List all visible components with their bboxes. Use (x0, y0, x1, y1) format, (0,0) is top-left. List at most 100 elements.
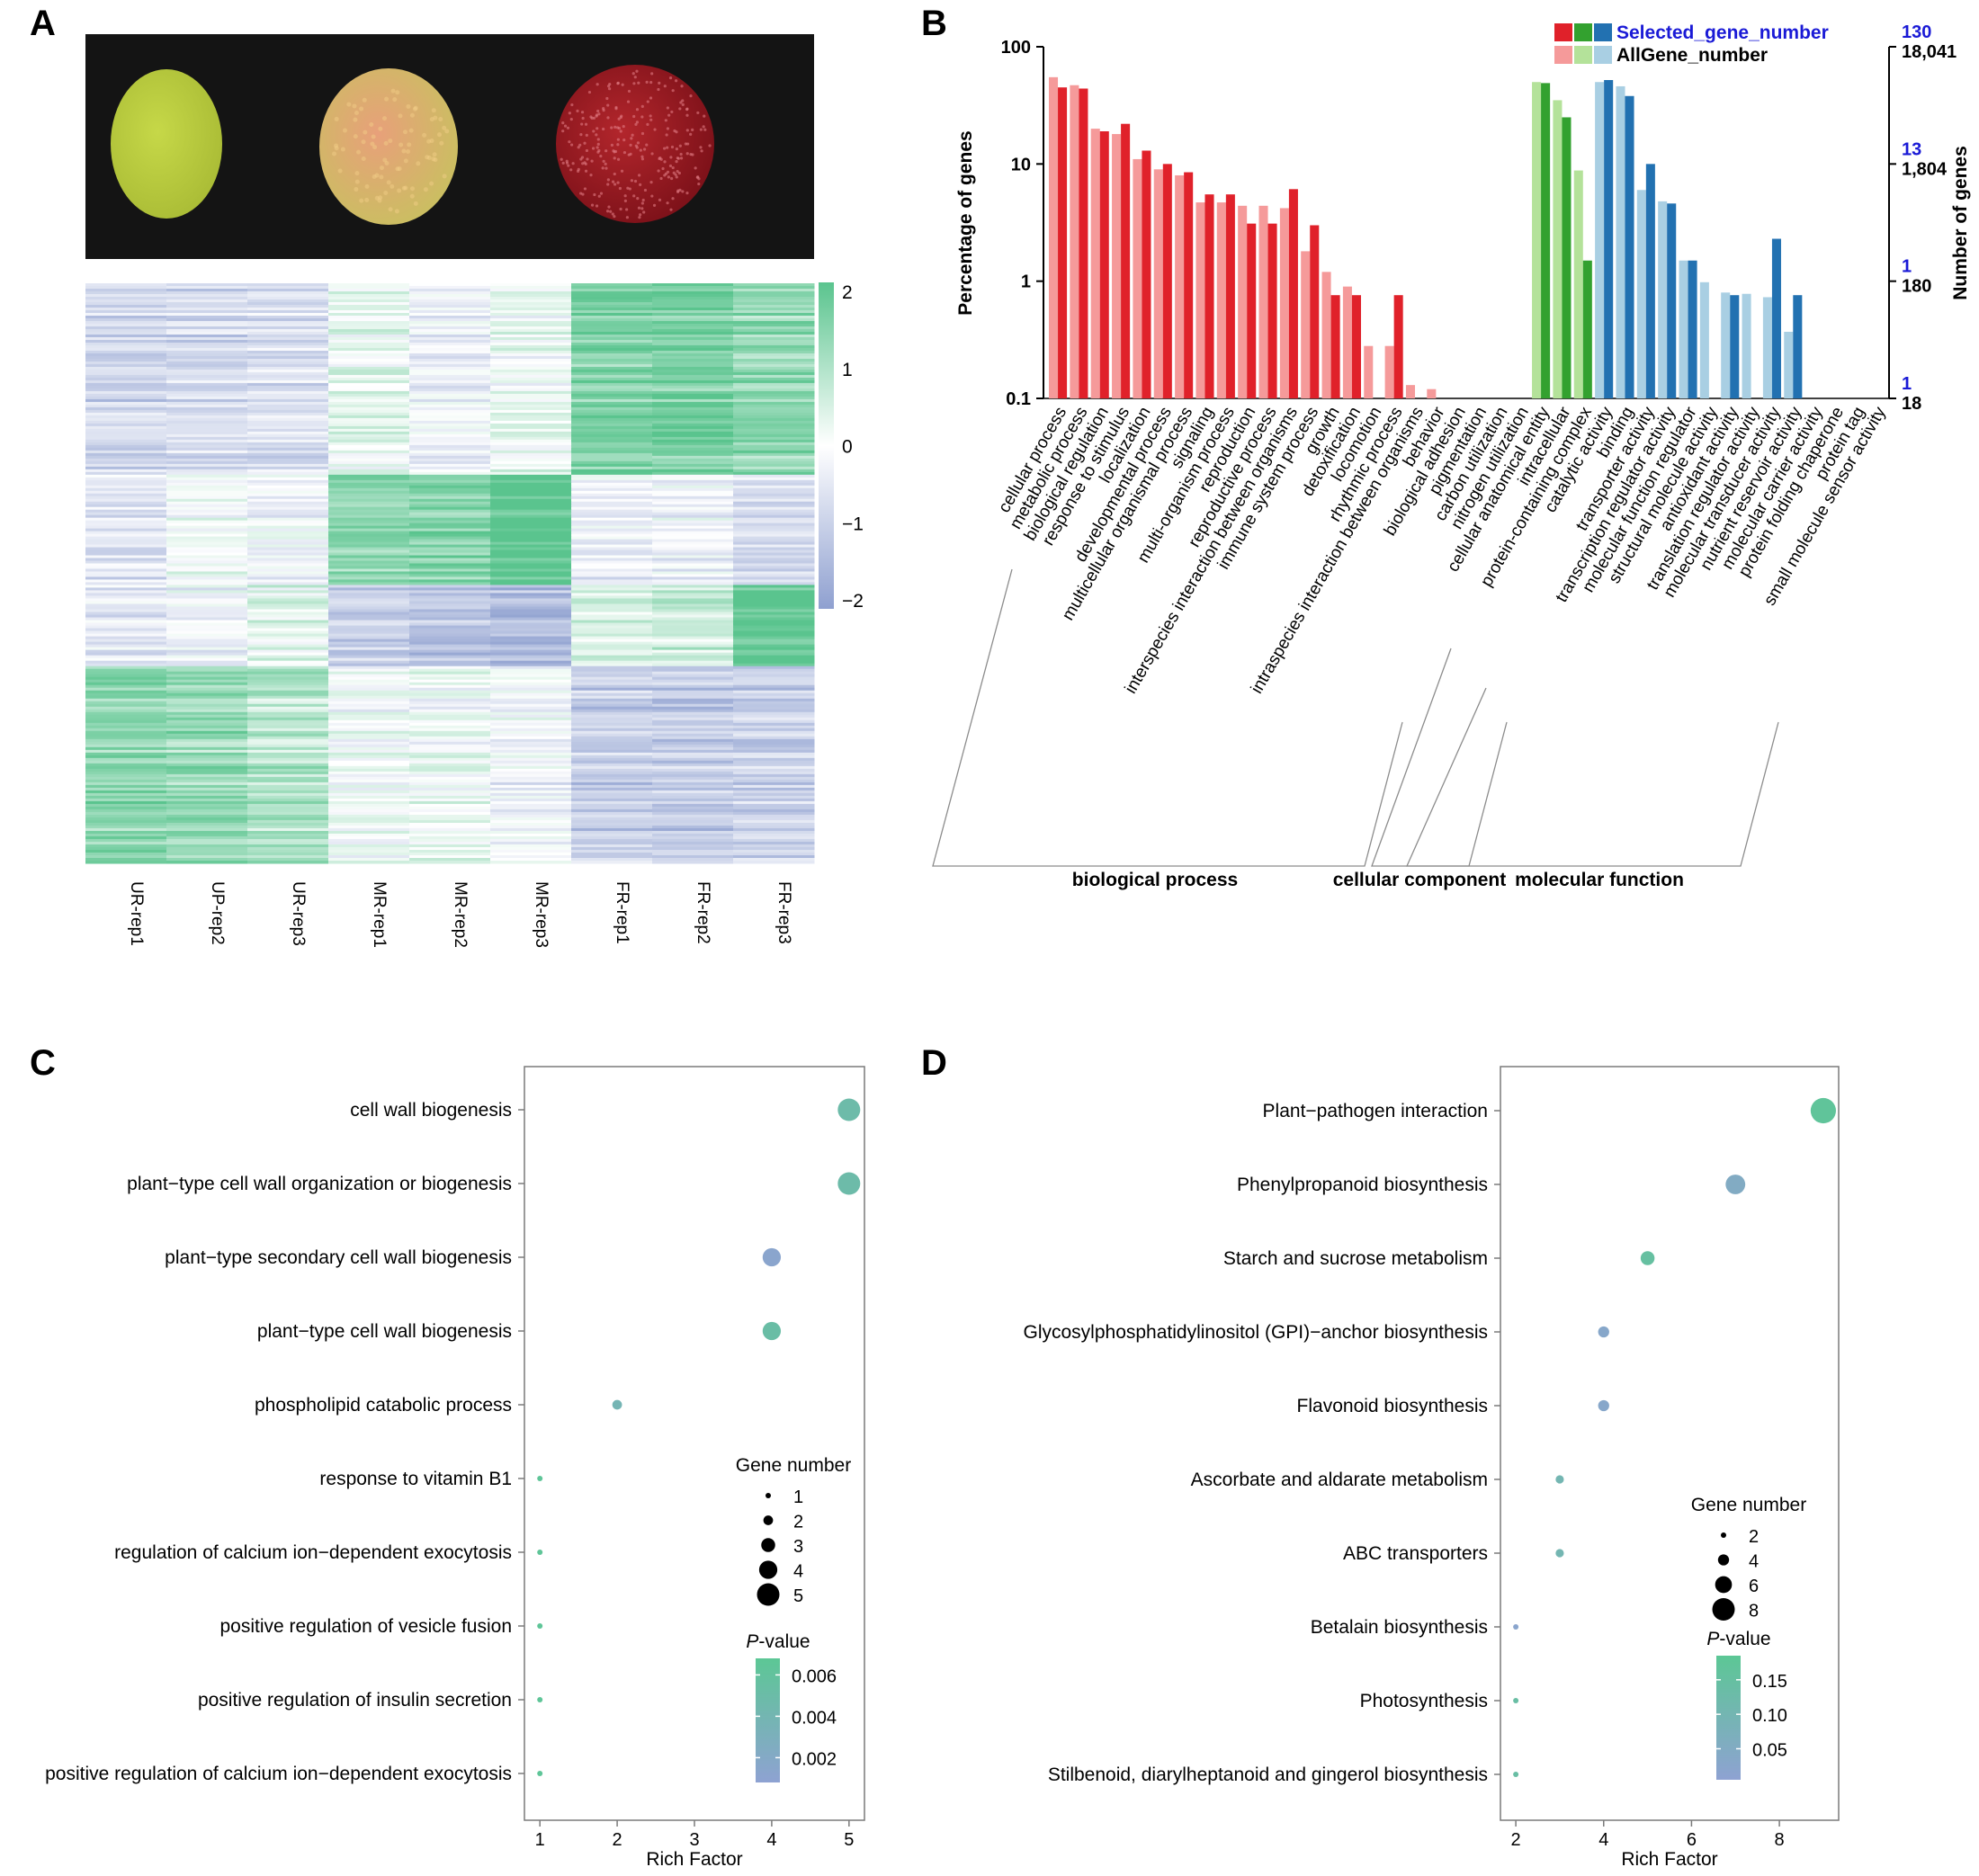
heatmap-cell (409, 773, 491, 778)
heatmap-cell (490, 374, 572, 379)
heatmap-cell (490, 590, 572, 594)
heatmap-cell (85, 852, 167, 856)
heatmap-cell (328, 585, 410, 588)
heatmap-cell (247, 795, 329, 800)
fruit-texture-dot (374, 195, 380, 201)
heatmap-cell (409, 361, 491, 365)
heatmap-cell (247, 517, 329, 522)
heatmap-cell (328, 620, 410, 624)
heatmap-cell (409, 757, 491, 762)
heatmap-cell (409, 835, 491, 840)
heatmap-cell (328, 423, 410, 427)
heatmap-cell (328, 463, 410, 468)
heatmap-cell (733, 679, 815, 683)
heatmap-cell (409, 755, 491, 759)
heatmap-cell (490, 819, 572, 824)
heatmap-cell (571, 436, 653, 441)
heatmap-cell (166, 374, 248, 379)
heatmap-cell (490, 496, 572, 500)
term-label: Flavonoid biosynthesis (1297, 1396, 1488, 1416)
fruit-texture-dot (628, 187, 631, 191)
heatmap-cell (490, 420, 572, 424)
heatmap-cell (571, 369, 653, 373)
heatmap-cell (571, 571, 653, 575)
heatmap-cell (166, 692, 248, 697)
heatmap-cell (571, 625, 653, 630)
heatmap-cell (652, 317, 734, 322)
heatmap-cell (733, 469, 815, 473)
heatmap-cell (409, 498, 491, 503)
heatmap-cell (652, 485, 734, 489)
heatmap-cell (85, 442, 167, 446)
heatmap-cell (571, 652, 653, 657)
heatmap-cell (328, 625, 410, 630)
heatmap-cell (571, 498, 653, 503)
heatmap-cell (409, 344, 491, 349)
heatmap-cell (733, 382, 815, 387)
heatmap-cell (409, 728, 491, 732)
bar-allgene (1070, 85, 1079, 399)
heatmap-cell (490, 776, 572, 781)
heatmap-cell (166, 490, 248, 495)
y-axis-right-title: Number of genes (1950, 146, 1971, 300)
fruit-texture-dot (432, 152, 437, 157)
heatmap-cell (85, 768, 167, 773)
heatmap-cell (85, 471, 167, 476)
heatmap-cell (733, 539, 815, 543)
heatmap-cell (247, 744, 329, 748)
heatmap-cell (85, 625, 167, 630)
heatmap-cell (409, 312, 491, 317)
heatmap-cell (247, 655, 329, 659)
heatmap-cell (247, 398, 329, 403)
heatmap-cell (409, 398, 491, 403)
heatmap-cell (652, 512, 734, 516)
heatmap-cell (409, 792, 491, 797)
heatmap-cell (409, 560, 491, 564)
heatmap-cell (490, 601, 572, 604)
fruit-texture-dot (708, 144, 712, 147)
heatmap-cell (652, 555, 734, 559)
right-tick-all-label: 18 (1902, 394, 1921, 414)
color-legend-bar (1716, 1656, 1741, 1780)
heatmap-cell (328, 582, 410, 585)
heatmap-cell (247, 652, 329, 657)
heatmap-cell (247, 585, 329, 588)
heatmap-cell (85, 371, 167, 376)
heatmap-cell (247, 741, 329, 746)
heatmap-cell (571, 709, 653, 713)
heatmap-cell (328, 539, 410, 543)
heatmap-cell (733, 288, 815, 292)
heatmap-cell (490, 595, 572, 599)
heatmap-cell (652, 800, 734, 805)
heatmap-cell (328, 466, 410, 470)
fruit-texture-dot (657, 169, 660, 173)
heatmap-cell (490, 520, 572, 524)
fruit-texture-dot (666, 170, 670, 174)
heatmap-cell (571, 317, 653, 322)
fruit-texture-dot (433, 157, 438, 163)
heatmap-cell (328, 436, 410, 441)
heatmap-cell (409, 326, 491, 330)
group-bracket (1405, 687, 1779, 867)
heatmap-cell (733, 393, 815, 398)
heatmap-cell (733, 460, 815, 465)
heatmap-cell (652, 320, 734, 325)
fruit-texture-dot (639, 213, 642, 217)
heatmap-cell (247, 423, 329, 427)
heatmap-cell (166, 339, 248, 344)
fruit-photo (85, 34, 814, 259)
heatmap-cell (409, 552, 491, 557)
legend-label: Selected_gene_number (1616, 22, 1829, 43)
heatmap-cell (166, 674, 248, 678)
bar-allgene (1342, 286, 1352, 398)
heatmap-cell (652, 401, 734, 406)
heatmap-cell (85, 412, 167, 416)
fruit-texture-dot (429, 181, 434, 186)
heatmap-cell (166, 668, 248, 673)
heatmap-cell (409, 798, 491, 802)
heatmap-cell (733, 590, 815, 594)
term-label: Plant−pathogen interaction (1263, 1101, 1488, 1121)
heatmap-cell (85, 622, 167, 627)
heatmap-cell (328, 361, 410, 365)
heatmap-cell (85, 558, 167, 561)
